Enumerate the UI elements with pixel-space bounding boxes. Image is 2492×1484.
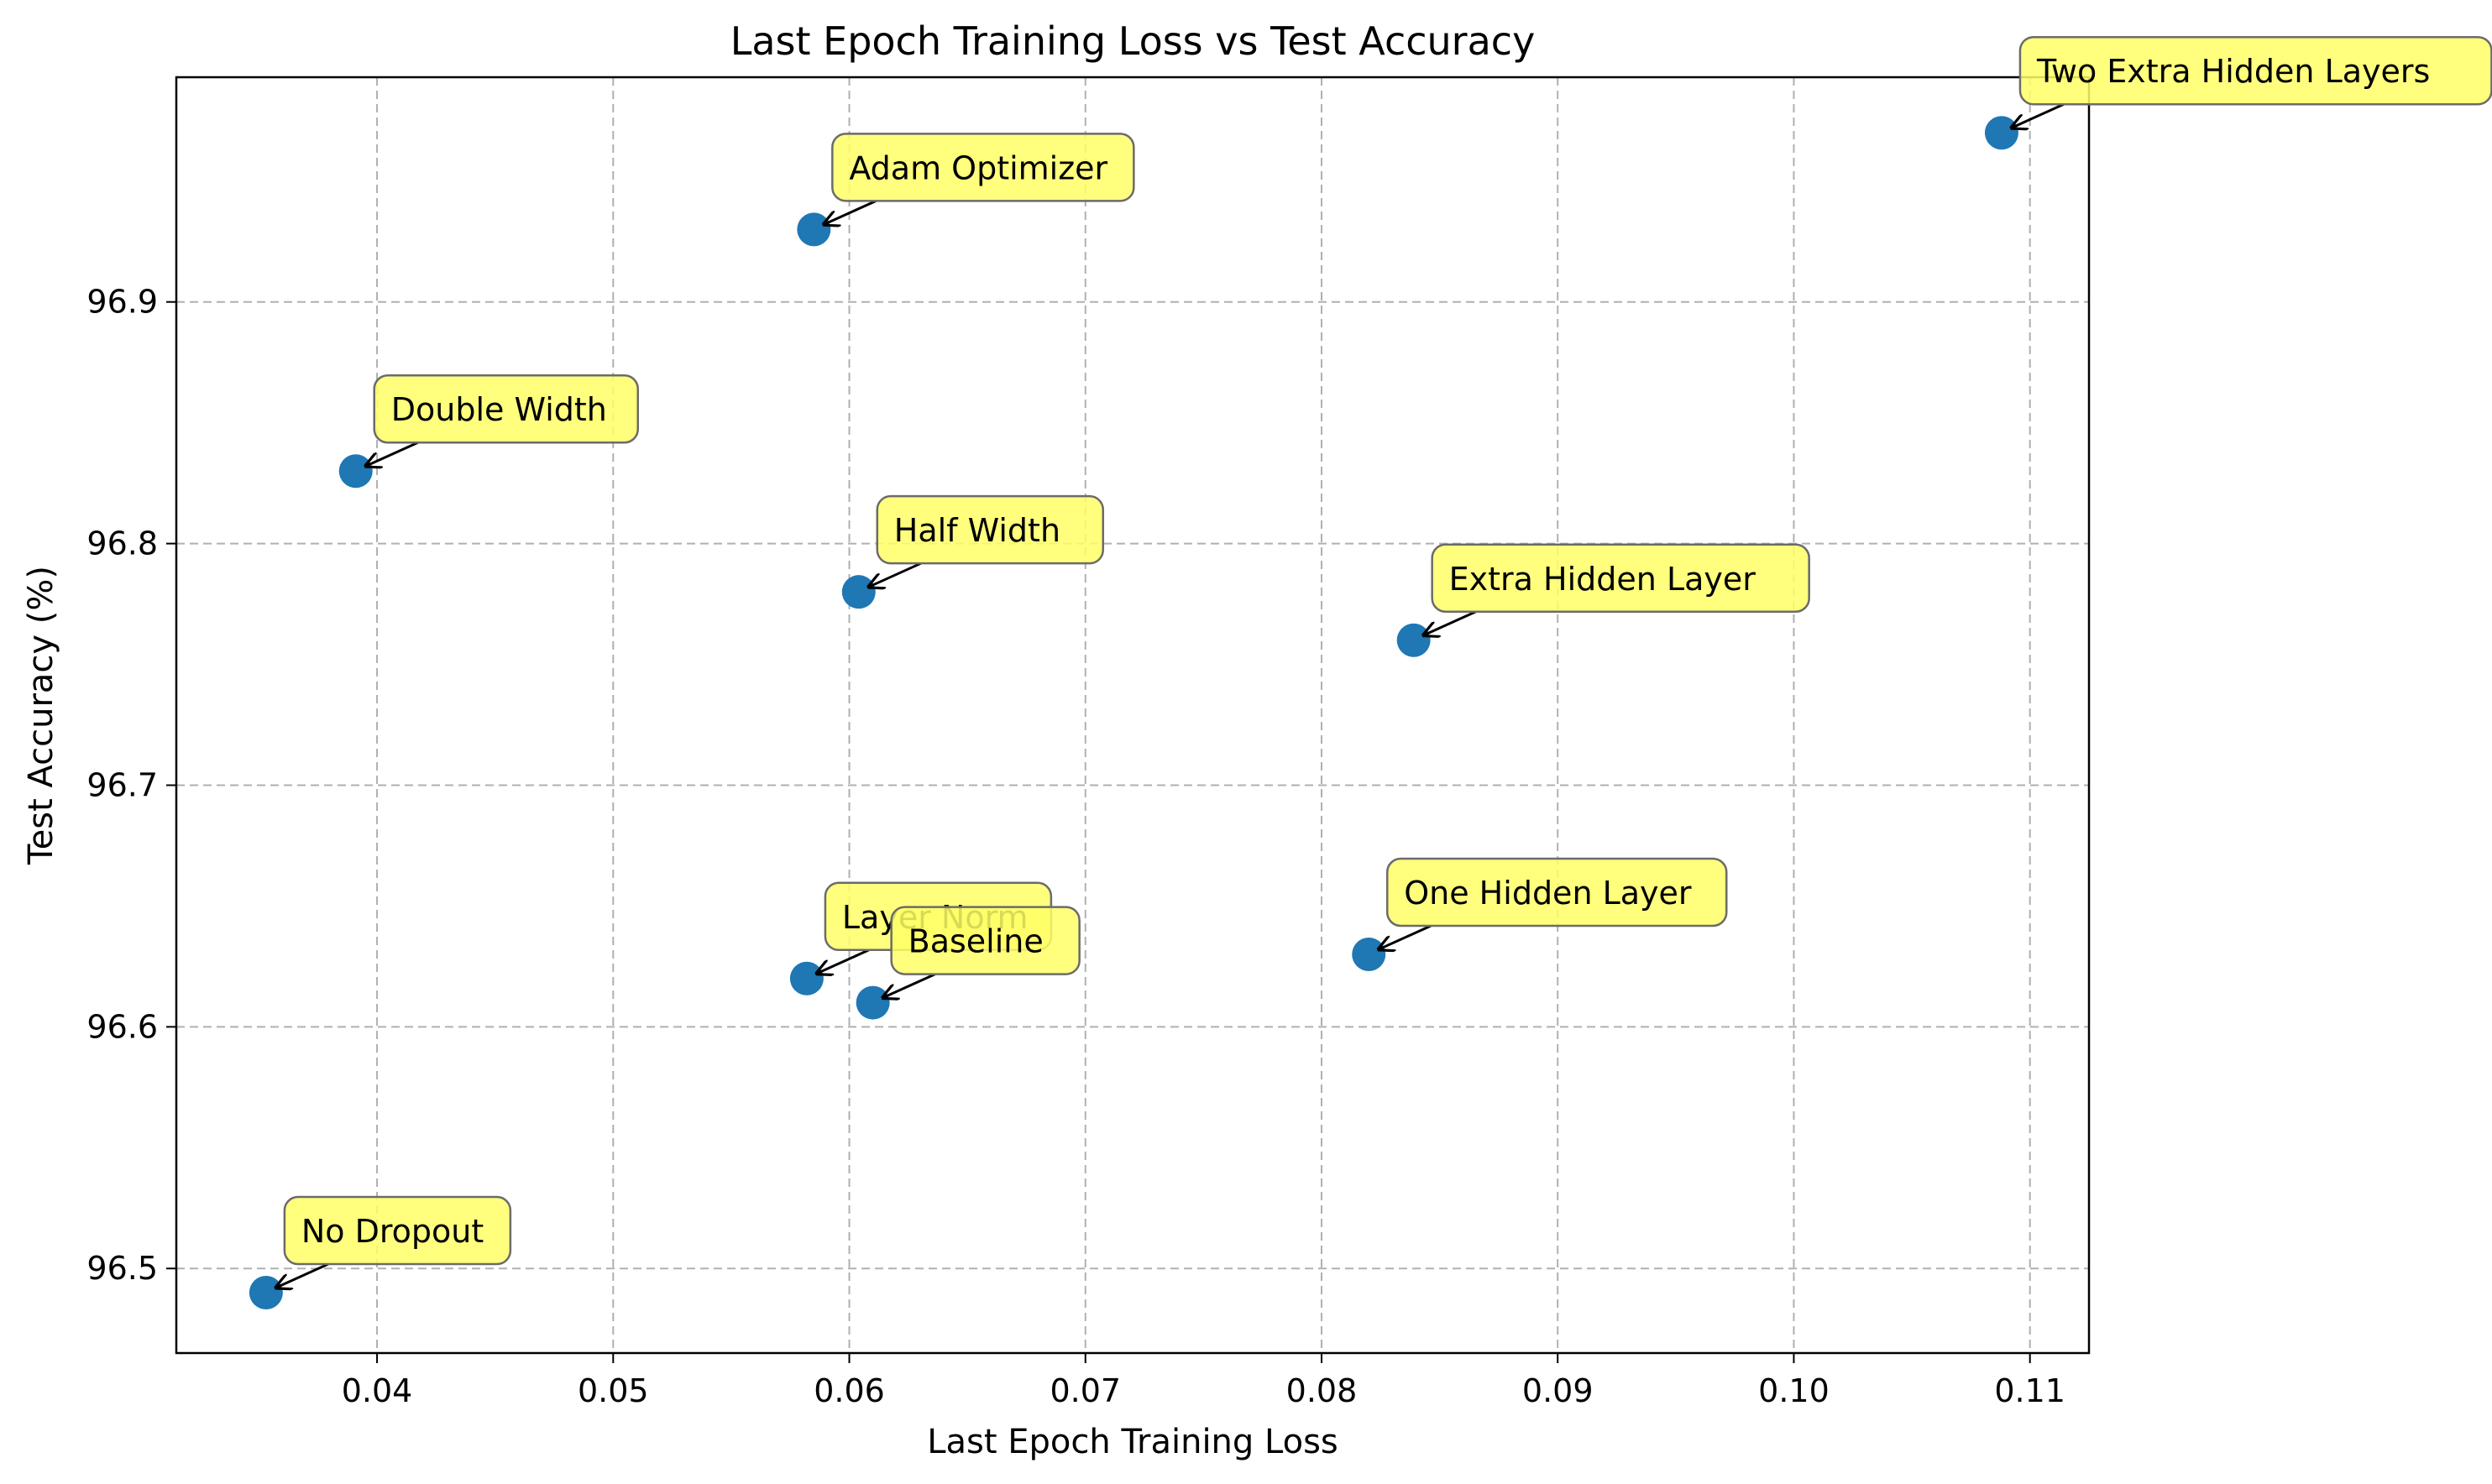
- annotation-label: Baseline: [908, 923, 1044, 960]
- y-tick-label: 96.6: [86, 1008, 158, 1045]
- chart-title: Last Epoch Training Loss vs Test Accurac…: [730, 18, 1536, 64]
- annotation-label: No Dropout: [301, 1213, 484, 1250]
- annotation-label: Half Width: [894, 512, 1060, 549]
- data-point: [249, 1276, 283, 1310]
- annotation-box: [283, 1195, 512, 1266]
- plot-area-frame: [175, 76, 2091, 1355]
- annotation-label: One Hidden Layer: [1404, 875, 1692, 912]
- annotation-box: [890, 906, 1081, 975]
- data-point: [797, 212, 831, 247]
- annotations: Two Extra Hidden Layers Adam Optimizer Dou…: [276, 35, 2492, 1288]
- x-tick-label: 0.10: [1758, 1372, 1830, 1409]
- y-tick-label: 96.8: [86, 525, 158, 562]
- annotation-arrow: [824, 199, 877, 224]
- x-tick-label: 0.09: [1522, 1372, 1594, 1409]
- data-point: [789, 961, 824, 995]
- y-tick-label: 96.7: [86, 766, 158, 803]
- annotation-label: Two Extra Hidden Layers: [2036, 53, 2430, 90]
- annotation-arrow: [276, 1262, 329, 1288]
- y-axis-label: Test Accuracy (%): [22, 566, 60, 865]
- annotation-arrow: [817, 948, 870, 974]
- y-tick-label: 96.9: [86, 284, 158, 321]
- annotation-arrow: [2012, 102, 2065, 128]
- x-tick-label: 0.05: [578, 1372, 649, 1409]
- ticks: 0.04 0.05 0.06 0.07 0.08 0.09 0.10 0.11 96.5 96.6…: [86, 284, 2065, 1409]
- annotation-arrow: [869, 562, 922, 587]
- data-point: [1396, 623, 1431, 657]
- annotation-box: [831, 133, 1135, 202]
- x-tick-label: 0.11: [1994, 1372, 2065, 1409]
- annotation-arrow: [883, 973, 936, 998]
- y-tick-label: 96.5: [86, 1250, 158, 1287]
- data-point: [1984, 116, 2018, 150]
- annotation-arrow: [1379, 924, 1432, 949]
- annotation-label: Extra Hidden Layer: [1449, 561, 1756, 598]
- x-axis-label: Last Epoch Training Loss: [927, 1423, 1338, 1461]
- data-point: [338, 454, 373, 489]
- x-tick-label: 0.06: [814, 1372, 885, 1409]
- annotation-label: Double Width: [391, 391, 607, 428]
- annotation-box: [1385, 857, 1728, 928]
- x-tick-label: 0.04: [342, 1372, 413, 1409]
- data-point: [856, 985, 890, 1020]
- annotation-box: [2018, 35, 2492, 106]
- annotation-box: [1431, 543, 1810, 614]
- annotation-label: Adam Optimizer: [849, 149, 1107, 186]
- annotation-box: [373, 374, 639, 444]
- x-tick-label: 0.07: [1050, 1372, 1121, 1409]
- annotation-box: [876, 494, 1105, 565]
- grid: [176, 77, 2089, 1353]
- data-point: [841, 575, 876, 609]
- data-point: [1352, 938, 1386, 971]
- annotation-arrow: [366, 441, 419, 466]
- annotation-arrow: [1424, 610, 1477, 635]
- x-tick-label: 0.08: [1286, 1372, 1358, 1409]
